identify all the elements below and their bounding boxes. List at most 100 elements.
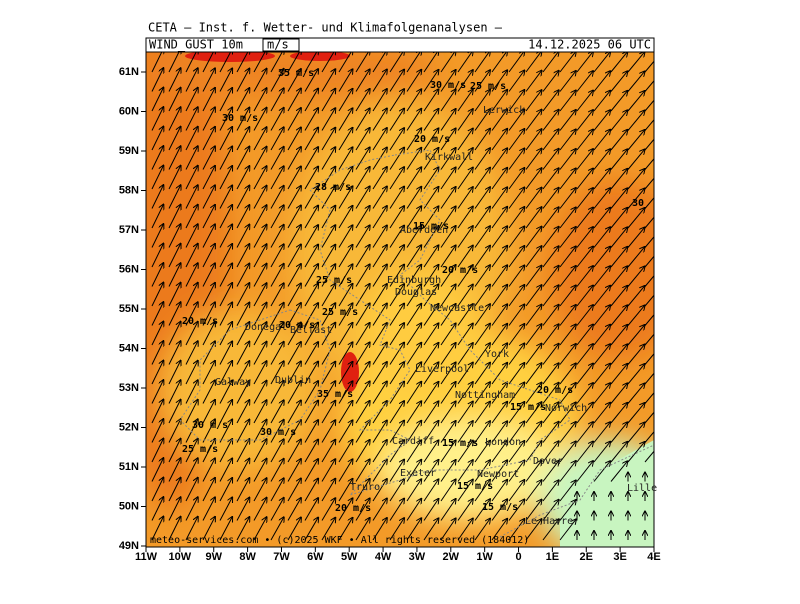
wind-arrow xyxy=(406,52,421,73)
wind-arrow xyxy=(542,207,559,229)
lat-label: 54N xyxy=(119,342,139,354)
wind-arrow xyxy=(304,147,318,170)
wind-arrow xyxy=(423,460,438,482)
wind-arrow xyxy=(304,342,318,365)
wind-arrow xyxy=(151,263,163,287)
wind-arrow xyxy=(219,69,232,92)
wind-arrow xyxy=(559,422,576,443)
wind-arrow xyxy=(372,109,387,131)
wind-arrow xyxy=(304,440,318,463)
wind-arrow xyxy=(627,325,645,346)
wind-arrow xyxy=(355,128,370,151)
field xyxy=(146,52,654,547)
wind-arrow xyxy=(287,225,301,248)
wind-arrow xyxy=(202,478,215,502)
wind-arrow xyxy=(576,188,593,209)
wind-arrow xyxy=(304,420,318,443)
wind-arrow xyxy=(406,187,421,209)
contour-label: 20 m/s xyxy=(335,503,371,514)
wind-arrow xyxy=(525,168,542,190)
wind-arrow xyxy=(287,264,301,287)
wind-arrow xyxy=(440,109,456,131)
wind-arrow xyxy=(168,244,181,268)
wind-arrow xyxy=(321,147,335,170)
wind-arrow xyxy=(202,361,215,385)
gust-max xyxy=(341,352,359,392)
wind-arrow xyxy=(457,421,473,443)
wind-arrow xyxy=(559,188,576,209)
wind-arrow xyxy=(168,263,181,287)
wind-arrow xyxy=(508,344,524,365)
contour-label: 20 m/s xyxy=(414,134,450,145)
wind-arrow xyxy=(423,421,438,443)
wind-arrow xyxy=(474,129,490,151)
wind-arrow xyxy=(525,90,542,112)
wind-arrow xyxy=(321,284,335,307)
wind-arrow xyxy=(491,285,507,307)
wind-arrow xyxy=(321,303,335,326)
wind-arrow xyxy=(287,342,301,365)
wind-arrow xyxy=(542,168,559,190)
wind-arrow xyxy=(202,263,215,287)
wind-arrow xyxy=(474,519,490,541)
wind-arrow xyxy=(542,129,559,151)
lat-label: 53N xyxy=(119,382,139,394)
wind-arrow xyxy=(389,479,404,502)
wind-arrow xyxy=(287,420,301,443)
wind-arrow xyxy=(627,208,645,229)
wind-arrow xyxy=(270,127,284,151)
wind-arrow xyxy=(457,70,473,92)
wind-arrow xyxy=(457,480,473,502)
wind-arrow xyxy=(151,107,163,131)
wind-arrow xyxy=(321,440,335,463)
wind-arrow xyxy=(491,246,507,268)
wind-arrow xyxy=(491,90,507,112)
wind-arrow xyxy=(355,342,370,365)
wind-arrow xyxy=(457,519,473,541)
wind-arrow xyxy=(440,285,456,307)
wind-arrow xyxy=(151,244,163,268)
wind-arrow xyxy=(185,419,198,443)
place-label: Cardiff xyxy=(392,436,434,447)
wind-arrow xyxy=(491,52,507,73)
wind-arrow xyxy=(389,226,404,248)
wind-arrow xyxy=(474,265,490,287)
contour-label: 30 m/s xyxy=(430,80,466,91)
wind-arrow xyxy=(338,186,353,209)
contour-label: 15 m/s xyxy=(457,481,493,492)
wind-arrow xyxy=(525,402,542,424)
wind-arrow xyxy=(372,323,387,346)
wind-arrow xyxy=(644,80,654,92)
wind-arrow xyxy=(525,129,542,151)
wind-arrow xyxy=(542,324,559,346)
wind-arrow xyxy=(593,130,610,151)
wind-arrow xyxy=(474,70,490,92)
wind-arrow xyxy=(219,381,232,404)
contour-label: 15 m/s xyxy=(413,221,449,232)
wind-arrow xyxy=(372,460,387,482)
wind-arrow xyxy=(576,149,593,170)
wind-arrow xyxy=(202,224,215,248)
wind-arrow xyxy=(304,479,318,502)
wind-arrow xyxy=(321,401,335,424)
wind-arrow xyxy=(389,421,404,443)
wind-arrow xyxy=(287,244,301,268)
wind-arrow xyxy=(355,186,370,209)
wind-arrow xyxy=(253,225,267,248)
wind-arrow xyxy=(593,188,610,209)
wind-arrow xyxy=(151,419,163,443)
wind-arrow xyxy=(644,353,654,365)
wind-arrow xyxy=(457,441,473,463)
wind-arrow xyxy=(542,110,559,131)
wind-arrow xyxy=(270,88,284,112)
wind-arrow xyxy=(559,168,576,190)
wind-arrow xyxy=(236,361,249,385)
wind-arrow xyxy=(185,380,198,404)
wind-arrow xyxy=(236,186,249,209)
wind-arrow xyxy=(202,68,215,92)
lat-label: 51N xyxy=(119,461,139,473)
wind-arrow xyxy=(559,90,576,112)
wind-arrow xyxy=(576,208,593,229)
wind-arrow xyxy=(168,224,181,248)
wind-arrow xyxy=(525,149,542,170)
